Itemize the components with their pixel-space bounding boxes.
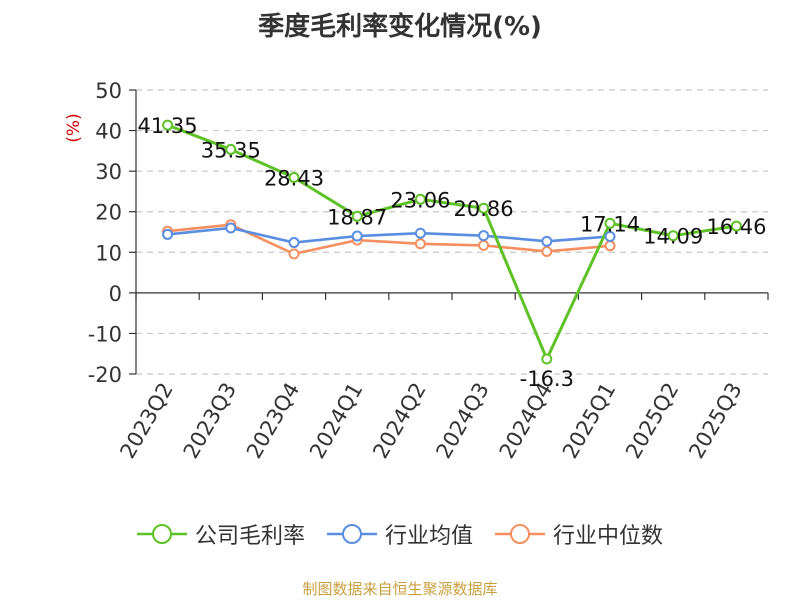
axes: [129, 89, 769, 375]
y-tick-label: 10: [95, 241, 122, 265]
chart-title: 季度毛利率变化情况(%): [258, 12, 542, 42]
data-point: [414, 227, 426, 239]
data-label: 35.35: [201, 138, 261, 162]
legend-label: 行业中位数: [553, 524, 664, 549]
y-tick-label: 40: [95, 120, 122, 144]
y-tick-label: 0: [109, 282, 122, 306]
x-tick-label: 2025Q2: [621, 379, 683, 463]
data-point: [414, 193, 426, 205]
data-point: [541, 235, 553, 247]
data-point: [667, 230, 679, 242]
data-point: [351, 230, 363, 242]
legend-item-industry-median[interactable]: 行业中位数: [495, 518, 663, 550]
data-point: [288, 248, 300, 260]
data-point: [541, 245, 553, 257]
data-point: [604, 230, 616, 242]
y-tick-label: 50: [95, 79, 122, 103]
data-label: 41.35: [138, 114, 198, 138]
data-point: [225, 222, 237, 234]
series-line: [167, 123, 737, 361]
legend-label: 行业均值: [384, 524, 473, 549]
legend-line-icon: [495, 524, 545, 544]
data-point: [541, 353, 553, 365]
data-point: [162, 228, 174, 240]
x-tick-label: 2023Q4: [242, 379, 304, 463]
x-tick-label: 2024Q2: [368, 379, 430, 463]
series-lines: [167, 123, 737, 361]
data-label: 17.14: [580, 212, 640, 236]
data-point: [478, 230, 490, 242]
x-tick-label: 2025Q3: [684, 379, 746, 463]
y-axis-label: (%): [64, 113, 84, 142]
data-label: -16.3: [520, 367, 574, 391]
data-points: [162, 119, 742, 365]
data-point: [478, 239, 490, 251]
x-tick-label: 2023Q2: [115, 379, 177, 463]
data-label: 20.86: [454, 197, 514, 221]
series-line: [167, 226, 611, 244]
y-tick-label: -10: [88, 322, 122, 346]
data-label: 16.46: [706, 215, 766, 239]
y-tick-label: -20: [88, 363, 122, 387]
data-point: [604, 217, 616, 229]
data-point: [604, 240, 616, 252]
data-point: [351, 210, 363, 222]
data-label: 28.43: [264, 167, 324, 191]
x-tick-label: 2023Q3: [179, 379, 241, 463]
data-point: [478, 202, 490, 214]
data-point: [288, 172, 300, 184]
legend: 公司毛利率 行业均值 行业中位数: [0, 518, 800, 550]
data-label: 14.09: [643, 225, 703, 249]
data-label: 18.87: [327, 205, 387, 229]
data-point: [162, 119, 174, 131]
y-tick-label: 20: [95, 201, 122, 225]
data-point: [288, 237, 300, 249]
y-tick-label: 30: [95, 160, 122, 184]
data-point: [730, 220, 742, 232]
legend-label: 公司毛利率: [194, 524, 305, 549]
x-tick-label: 2025Q1: [558, 379, 620, 463]
legend-item-industry-mean[interactable]: 行业均值: [326, 518, 473, 550]
data-point: [414, 238, 426, 250]
legend-line-icon: [326, 524, 377, 544]
legend-item-company[interactable]: 公司毛利率: [136, 518, 305, 550]
data-point: [225, 143, 237, 155]
legend-line-icon: [136, 524, 187, 544]
source-note: 制图数据来自恒生聚源数据库: [302, 580, 498, 598]
x-tick-label: 2024Q4: [495, 379, 557, 463]
x-tick-label: 2024Q1: [305, 379, 367, 463]
x-tick-label: 2024Q3: [431, 378, 493, 462]
data-label: 23.06: [390, 188, 450, 212]
